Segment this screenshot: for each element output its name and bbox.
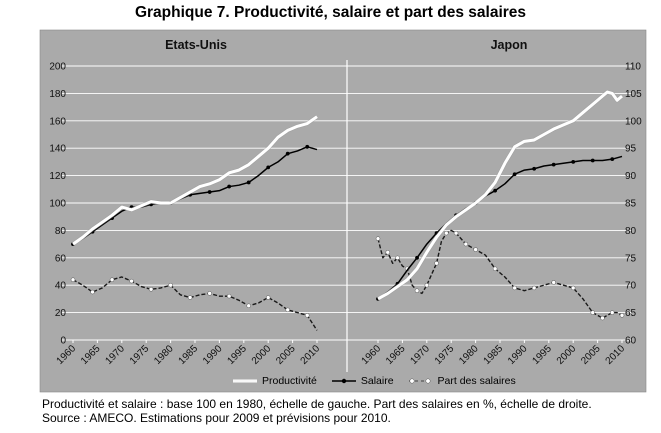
salary-point-japan	[415, 255, 419, 260]
share-point-japan	[492, 266, 498, 271]
share-point-japan	[473, 247, 478, 252]
series-salary-japan	[377, 155, 623, 300]
y-tick-right: 110	[625, 62, 641, 73]
chart-title: Graphique 7. Productivité, salaire et pa…	[134, 4, 527, 21]
share-point-japan	[512, 285, 517, 291]
share-point-us	[305, 313, 310, 318]
salary-point-us	[285, 151, 290, 156]
y-tick-right: 85	[625, 199, 637, 210]
share-point-japan	[453, 230, 459, 236]
share-point-us	[207, 291, 212, 296]
legend-label-productivity: Productivité	[262, 375, 317, 387]
series-share-japan	[377, 229, 623, 319]
y-tick-right: 65	[625, 308, 637, 319]
legend-item-salary: Salaire	[331, 375, 394, 387]
y-tick-left: 80	[55, 226, 67, 237]
salary-point-japan	[493, 188, 498, 193]
y-tick-right: 95	[625, 144, 637, 155]
y-tick-left: 140	[49, 144, 66, 155]
y-tick-right: 105	[625, 89, 642, 100]
salary-point-us	[305, 144, 310, 149]
share-point-japan	[434, 261, 439, 266]
salary-point-japan	[571, 160, 576, 164]
share-point-us	[226, 293, 232, 299]
share-point-us	[168, 283, 173, 288]
share-point-us	[129, 278, 134, 284]
share-point-japan	[424, 283, 429, 288]
share-point-japan	[444, 230, 449, 236]
share-point-japan	[571, 285, 576, 291]
chart-panel	[39, 29, 647, 393]
share-point-japan	[395, 255, 400, 260]
y-tick-right: 60	[625, 336, 637, 347]
share-point-us	[148, 287, 154, 292]
share-point-japan	[385, 250, 390, 255]
share-point-japan	[590, 310, 595, 315]
share-point-japan	[531, 285, 537, 291]
share-point-us	[70, 277, 76, 282]
panel-title-us: Etats-Unis	[165, 38, 227, 52]
series-salary-us	[72, 146, 318, 245]
share-point-japan	[600, 315, 605, 321]
share-point-us	[109, 277, 115, 282]
share-point-us	[266, 295, 271, 300]
salary-point-japan	[590, 158, 595, 163]
y-tick-left: 200	[49, 62, 66, 73]
y-tick-left: 60	[55, 253, 67, 264]
y-tick-right: 80	[625, 226, 637, 237]
legend-item-share: Part des salaires	[408, 375, 516, 387]
y-tick-left: 100	[49, 199, 66, 210]
share-point-japan	[414, 288, 420, 293]
share-point-japan	[463, 241, 469, 247]
share-point-japan	[375, 236, 381, 241]
salary-point-japan	[551, 162, 556, 167]
y-tick-left: 0	[60, 336, 66, 347]
share-point-us	[285, 307, 290, 313]
y-tick-left: 160	[49, 116, 66, 127]
share-point-us	[187, 295, 193, 300]
legend-swatch-share	[408, 378, 433, 384]
legend-label-salary: Salaire	[360, 375, 394, 387]
share-point-japan	[551, 280, 556, 285]
salary-point-japan	[512, 172, 517, 177]
share-point-japan	[610, 310, 615, 315]
y-tick-left: 180	[49, 89, 66, 100]
note-scales: Productivité et salaire : base 100 en 19…	[42, 397, 592, 411]
y-tick-right: 100	[625, 116, 642, 127]
salary-point-japan	[610, 157, 615, 162]
y-tick-right: 90	[625, 171, 637, 182]
y-tick-left: 120	[49, 171, 66, 182]
legend-label-share: Part des salaires	[437, 375, 516, 387]
legend-swatch-salary	[331, 378, 356, 384]
salary-point-us	[246, 180, 251, 185]
salary-point-us	[266, 165, 271, 170]
series-productivity-us	[72, 115, 318, 246]
share-point-us	[246, 303, 251, 308]
y-tick-right: 75	[625, 253, 637, 264]
y-tick-left: 20	[55, 308, 67, 319]
legend-swatch-productivity	[233, 379, 257, 383]
salary-point-japan	[532, 166, 537, 171]
note-source: Source : AMECO. Estimations pour 2009 et…	[42, 411, 391, 425]
series-productivity-japan	[377, 90, 623, 301]
panel-title-japan: Japon	[491, 38, 528, 52]
salary-point-us	[227, 184, 232, 189]
legend: Productivité Salaire Part des salaires	[232, 375, 516, 387]
share-point-us	[90, 289, 95, 295]
y-tick-right: 70	[625, 281, 637, 292]
share-point-japan	[619, 313, 625, 318]
salary-point-us	[207, 190, 212, 194]
y-tick-left: 40	[55, 281, 67, 292]
legend-item-productivity: Productivité	[232, 375, 317, 387]
